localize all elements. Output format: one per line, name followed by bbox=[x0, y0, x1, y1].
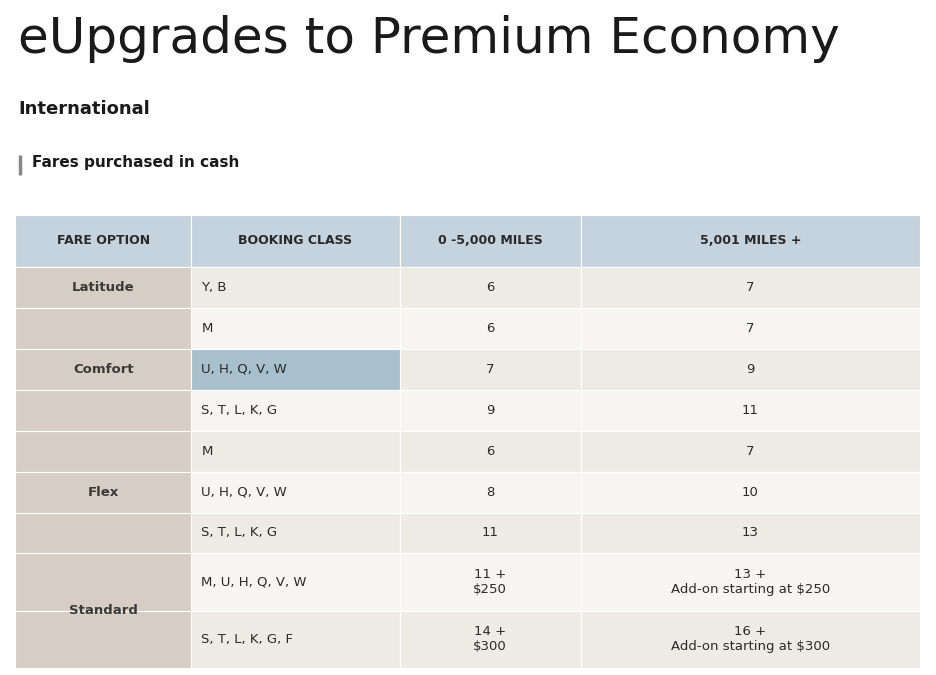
Bar bbox=[191, 512, 399, 554]
Bar bbox=[399, 611, 580, 668]
Text: 6: 6 bbox=[486, 281, 494, 294]
Text: FARE OPTION: FARE OPTION bbox=[56, 234, 150, 248]
Bar bbox=[15, 554, 191, 611]
Text: M: M bbox=[201, 445, 212, 458]
Text: 7: 7 bbox=[745, 445, 753, 458]
Text: 7: 7 bbox=[745, 281, 753, 294]
Bar bbox=[15, 215, 191, 267]
Bar bbox=[15, 389, 191, 431]
Bar bbox=[191, 431, 399, 472]
Text: 9: 9 bbox=[745, 362, 753, 376]
Bar bbox=[399, 267, 580, 308]
Text: 10: 10 bbox=[741, 485, 758, 499]
Bar bbox=[15, 267, 191, 308]
Text: Standard: Standard bbox=[68, 604, 138, 617]
Bar bbox=[191, 389, 399, 431]
Bar bbox=[580, 512, 919, 554]
Bar bbox=[399, 554, 580, 611]
Text: 7: 7 bbox=[745, 322, 753, 335]
Text: M, U, H, Q, V, W: M, U, H, Q, V, W bbox=[201, 576, 307, 589]
Bar bbox=[191, 215, 399, 267]
Bar bbox=[580, 611, 919, 668]
Bar bbox=[399, 389, 580, 431]
Text: International: International bbox=[18, 100, 150, 118]
Bar bbox=[191, 349, 399, 389]
Bar bbox=[191, 554, 399, 611]
Bar bbox=[580, 431, 919, 472]
Text: 13 +
Add-on starting at $250: 13 + Add-on starting at $250 bbox=[670, 568, 829, 596]
Text: U, H, Q, V, W: U, H, Q, V, W bbox=[201, 362, 287, 376]
Bar bbox=[191, 472, 399, 512]
Bar bbox=[580, 472, 919, 512]
Text: 8: 8 bbox=[486, 485, 494, 499]
Bar bbox=[191, 308, 399, 349]
Text: 6: 6 bbox=[486, 445, 494, 458]
Text: 9: 9 bbox=[486, 404, 494, 416]
Bar bbox=[580, 349, 919, 389]
Bar bbox=[580, 554, 919, 611]
Text: Y, B: Y, B bbox=[201, 281, 227, 294]
Text: 11: 11 bbox=[481, 526, 498, 539]
Text: 11: 11 bbox=[741, 404, 758, 416]
Text: 11 +
$250: 11 + $250 bbox=[473, 568, 506, 596]
Text: BOOKING CLASS: BOOKING CLASS bbox=[239, 234, 352, 248]
Text: Latitude: Latitude bbox=[72, 281, 135, 294]
Text: S, T, L, K, G, F: S, T, L, K, G, F bbox=[201, 633, 293, 646]
Bar bbox=[580, 267, 919, 308]
Bar bbox=[15, 512, 191, 554]
Bar bbox=[580, 308, 919, 349]
Bar bbox=[15, 349, 191, 389]
Text: eUpgrades to Premium Economy: eUpgrades to Premium Economy bbox=[18, 15, 839, 63]
Bar bbox=[399, 431, 580, 472]
Text: 14 +
$300: 14 + $300 bbox=[473, 625, 506, 653]
Bar bbox=[399, 215, 580, 267]
Bar bbox=[191, 267, 399, 308]
Text: Comfort: Comfort bbox=[73, 362, 134, 376]
Text: 6: 6 bbox=[486, 322, 494, 335]
Bar bbox=[15, 431, 191, 472]
Bar bbox=[191, 611, 399, 668]
Text: Fares purchased in cash: Fares purchased in cash bbox=[32, 155, 239, 170]
Text: M: M bbox=[201, 322, 212, 335]
Bar bbox=[399, 472, 580, 512]
Text: 13: 13 bbox=[741, 526, 758, 539]
Bar bbox=[15, 611, 191, 668]
Bar bbox=[580, 215, 919, 267]
Bar bbox=[399, 308, 580, 349]
Text: 0 -5,000 MILES: 0 -5,000 MILES bbox=[437, 234, 542, 248]
Text: 5,001 MILES +: 5,001 MILES + bbox=[699, 234, 800, 248]
Text: S, T, L, K, G: S, T, L, K, G bbox=[201, 526, 277, 539]
Text: S, T, L, K, G: S, T, L, K, G bbox=[201, 404, 277, 416]
Text: Flex: Flex bbox=[88, 485, 119, 499]
Bar bbox=[399, 512, 580, 554]
Bar bbox=[15, 308, 191, 349]
Bar bbox=[15, 472, 191, 512]
Text: U, H, Q, V, W: U, H, Q, V, W bbox=[201, 485, 287, 499]
Text: 16 +
Add-on starting at $300: 16 + Add-on starting at $300 bbox=[670, 625, 829, 653]
Bar bbox=[580, 389, 919, 431]
Text: 7: 7 bbox=[486, 362, 494, 376]
Bar bbox=[399, 349, 580, 389]
